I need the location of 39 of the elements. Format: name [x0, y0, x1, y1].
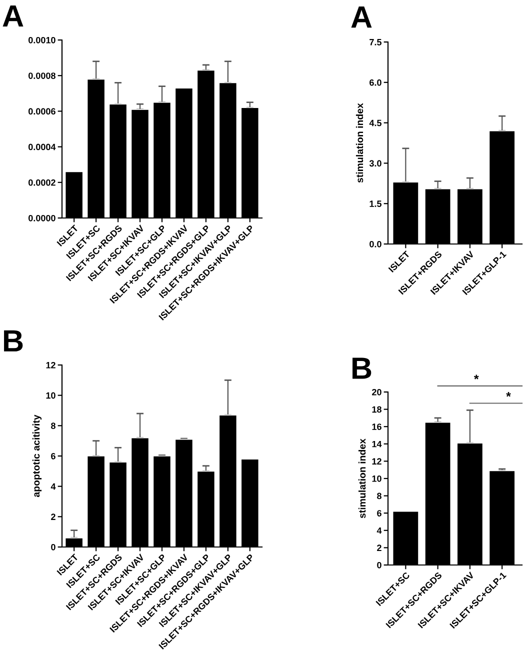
y-tick-label: 6	[377, 510, 382, 516]
annotation: *	[506, 392, 511, 397]
y-axis-title: stimulation index	[358, 438, 366, 518]
chart-title: B	[352, 358, 372, 379]
y-tick-label: 14	[372, 440, 382, 448]
y-tick-label: 0.0006	[28, 108, 56, 115]
y-tick-label: 12	[372, 458, 382, 464]
y-tick-label: 2	[377, 544, 382, 551]
y-tick-label: 8	[51, 422, 56, 430]
y-axis-title: stimulation index	[356, 103, 364, 183]
y-tick-label: 6	[51, 452, 56, 460]
y-tick-label: 16	[372, 424, 382, 430]
chart-title: A	[2, 6, 24, 27]
y-tick-label: 10	[46, 392, 56, 399]
chart-title: A	[351, 6, 372, 28]
y-tick-label: 0.0	[370, 240, 382, 248]
y-tick-label: 8	[377, 492, 382, 500]
y-tick-label: 1.5	[370, 200, 382, 207]
y-tick-label: 12	[46, 362, 56, 368]
text: *	[474, 374, 479, 380]
y-tick-label: 10	[372, 475, 382, 482]
y-axis-title: apoptotic acitivity	[32, 414, 42, 498]
y-tick-label: 6.0	[370, 79, 382, 86]
y-tick-label: 0	[377, 562, 382, 568]
y-tick-label: 0.0010	[28, 36, 56, 44]
y-tick-label: 18	[372, 406, 382, 413]
y-tick-label: 0.0000	[28, 214, 56, 222]
y-tick-label: 4.5	[369, 120, 382, 126]
y-tick-label: 4	[376, 527, 382, 534]
y-tick-label: 0.0008	[28, 72, 56, 79]
y-tick-label: 3.0	[369, 160, 382, 167]
y-tick-label: 0.0004	[28, 144, 56, 150]
y-tick-label: 0	[51, 544, 56, 550]
y-tick-label: 20	[372, 388, 382, 396]
y-tick-label: 4	[50, 483, 56, 490]
y-tick-label: 2	[51, 514, 56, 520]
y-tick-label: 7.5	[370, 39, 382, 46]
y-tick-label: 0.0002	[28, 179, 56, 186]
chart-title: B	[4, 330, 23, 352]
